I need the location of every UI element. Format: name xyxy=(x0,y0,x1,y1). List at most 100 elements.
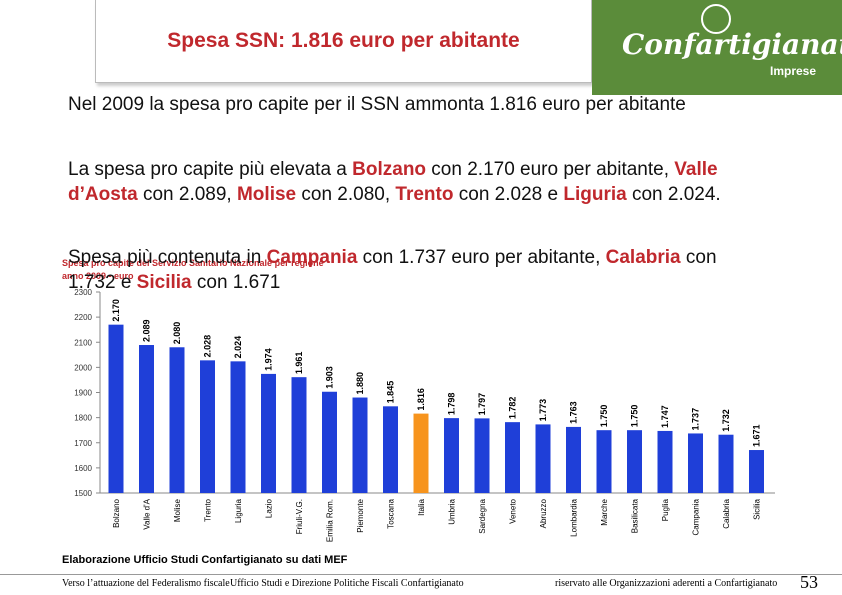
text-run: con 2.024. xyxy=(626,184,721,205)
text-run: Campania xyxy=(266,247,358,268)
value-label: 1.763 xyxy=(569,401,579,424)
x-tick-label: Abruzzo xyxy=(539,498,548,528)
x-tick-label: Emilia Rom. xyxy=(326,499,335,542)
text-run: con 1.732 e xyxy=(68,247,717,293)
value-label: 1.773 xyxy=(538,399,548,422)
value-label: 2.028 xyxy=(203,335,213,358)
y-tick-label: 2200 xyxy=(74,313,92,322)
value-label: 1.737 xyxy=(691,408,701,431)
value-label: 1.961 xyxy=(294,352,304,375)
value-label: 2.024 xyxy=(233,336,243,359)
logo-name: Confartigianato xyxy=(622,28,842,61)
x-tick-label: Sardegna xyxy=(478,498,487,533)
text-run: Bolzano xyxy=(352,159,427,180)
bar xyxy=(749,450,764,493)
bar xyxy=(261,373,276,493)
bar xyxy=(413,413,429,493)
logo-mark xyxy=(701,4,731,34)
value-label: 1.797 xyxy=(477,393,487,416)
value-label: 1.732 xyxy=(721,409,731,432)
value-label: 1.845 xyxy=(386,381,396,404)
value-label: 2.089 xyxy=(142,319,152,342)
value-label: 1.782 xyxy=(508,397,518,420)
x-tick-label: Lombardia xyxy=(570,498,579,536)
x-tick-label: Calabria xyxy=(722,498,731,528)
x-tick-label: Valle d'A xyxy=(143,498,152,529)
x-tick-label: Sicilia xyxy=(753,498,762,519)
text-run: con 2.089, xyxy=(137,184,237,205)
x-tick-label: Trento xyxy=(204,498,213,521)
bar xyxy=(596,430,612,493)
text-run: con 1.671 xyxy=(191,272,281,293)
bar xyxy=(718,434,734,493)
paragraph: La spesa pro capite più elevata a Bolzan… xyxy=(68,157,758,207)
bar xyxy=(566,426,581,493)
text-run: Valle d’Aosta xyxy=(68,159,718,205)
value-label: 2.170 xyxy=(111,299,121,322)
paragraph: Nel 2009 la spesa pro capite per il SSN … xyxy=(68,92,758,117)
x-tick-label: Marche xyxy=(600,498,609,525)
bar xyxy=(383,406,398,493)
chart-subtitle: anno 2009 - euro xyxy=(62,271,134,281)
logo-sub: Imprese xyxy=(770,64,817,78)
text-run: Liguria xyxy=(563,184,627,205)
bar xyxy=(688,433,703,493)
x-tick-label: Toscana xyxy=(387,498,396,528)
x-tick-label: Italia xyxy=(417,498,426,515)
x-tick-label: Friuli-V.G. xyxy=(295,499,304,534)
bar xyxy=(627,430,642,493)
y-tick-label: 2300 xyxy=(74,288,92,297)
y-tick-label: 1800 xyxy=(74,414,92,423)
value-label: 1.671 xyxy=(752,425,762,448)
bar xyxy=(291,377,307,493)
y-tick-label: 1500 xyxy=(74,489,92,498)
value-label: 1.750 xyxy=(599,405,609,428)
bar xyxy=(139,345,154,493)
y-tick-label: 1900 xyxy=(74,389,92,398)
x-tick-label: Basilicata xyxy=(631,498,640,533)
value-label: 1.903 xyxy=(325,366,335,389)
text-run: Spesa più contenuta in xyxy=(68,247,267,268)
bar xyxy=(108,324,124,493)
footer-left: Verso l’attuazione del Federalismo fisca… xyxy=(62,578,230,589)
bar xyxy=(230,361,246,493)
page-number: 53 xyxy=(800,572,818,592)
y-tick-label: 2000 xyxy=(74,363,92,372)
bar xyxy=(322,391,337,493)
text-run: con 2.080, xyxy=(296,184,396,205)
y-tick-label: 2100 xyxy=(74,338,92,347)
bar xyxy=(657,430,673,493)
text-run: Trento xyxy=(395,184,454,205)
source: Elaborazione Ufficio Studi Confartigiana… xyxy=(62,554,348,566)
text-run: Molise xyxy=(236,184,297,205)
slide-title: Spesa SSN: 1.816 euro per abitante xyxy=(95,0,592,83)
paragraph: Spesa più contenuta in Campania con 1.73… xyxy=(68,245,758,295)
bar xyxy=(352,397,368,493)
value-label: 1.880 xyxy=(355,372,365,395)
x-tick-label: Veneto xyxy=(509,498,518,523)
bar xyxy=(535,424,551,493)
x-tick-label: Umbria xyxy=(448,498,457,524)
x-tick-label: Bolzano xyxy=(112,498,121,527)
value-label: 1.974 xyxy=(264,348,274,371)
value-label: 2.080 xyxy=(172,322,182,345)
text-run: con 2.028 e xyxy=(453,184,564,205)
value-label: 1.750 xyxy=(630,405,640,428)
chart-title: Spesa pro capite del Servizio Sanitario … xyxy=(62,258,324,268)
x-tick-label: Lazio xyxy=(265,498,274,518)
text-run: La spesa pro capite più elevata a xyxy=(68,159,353,180)
text-run: Calabria xyxy=(605,247,681,268)
text-run: con 2.170 euro per abitante, xyxy=(426,159,675,180)
value-label: 1.816 xyxy=(416,388,426,411)
bar xyxy=(474,418,490,493)
x-tick-label: Campania xyxy=(692,498,701,535)
bar xyxy=(444,418,459,493)
footer-center: Ufficio Studi e Direzione Politiche Fisc… xyxy=(230,578,464,589)
bar xyxy=(505,422,520,493)
y-tick-label: 1700 xyxy=(74,439,92,448)
value-label: 1.798 xyxy=(447,393,457,416)
footer-right: riservato alle Organizzazioni aderenti a… xyxy=(555,578,778,589)
x-tick-label: Molise xyxy=(173,498,182,522)
